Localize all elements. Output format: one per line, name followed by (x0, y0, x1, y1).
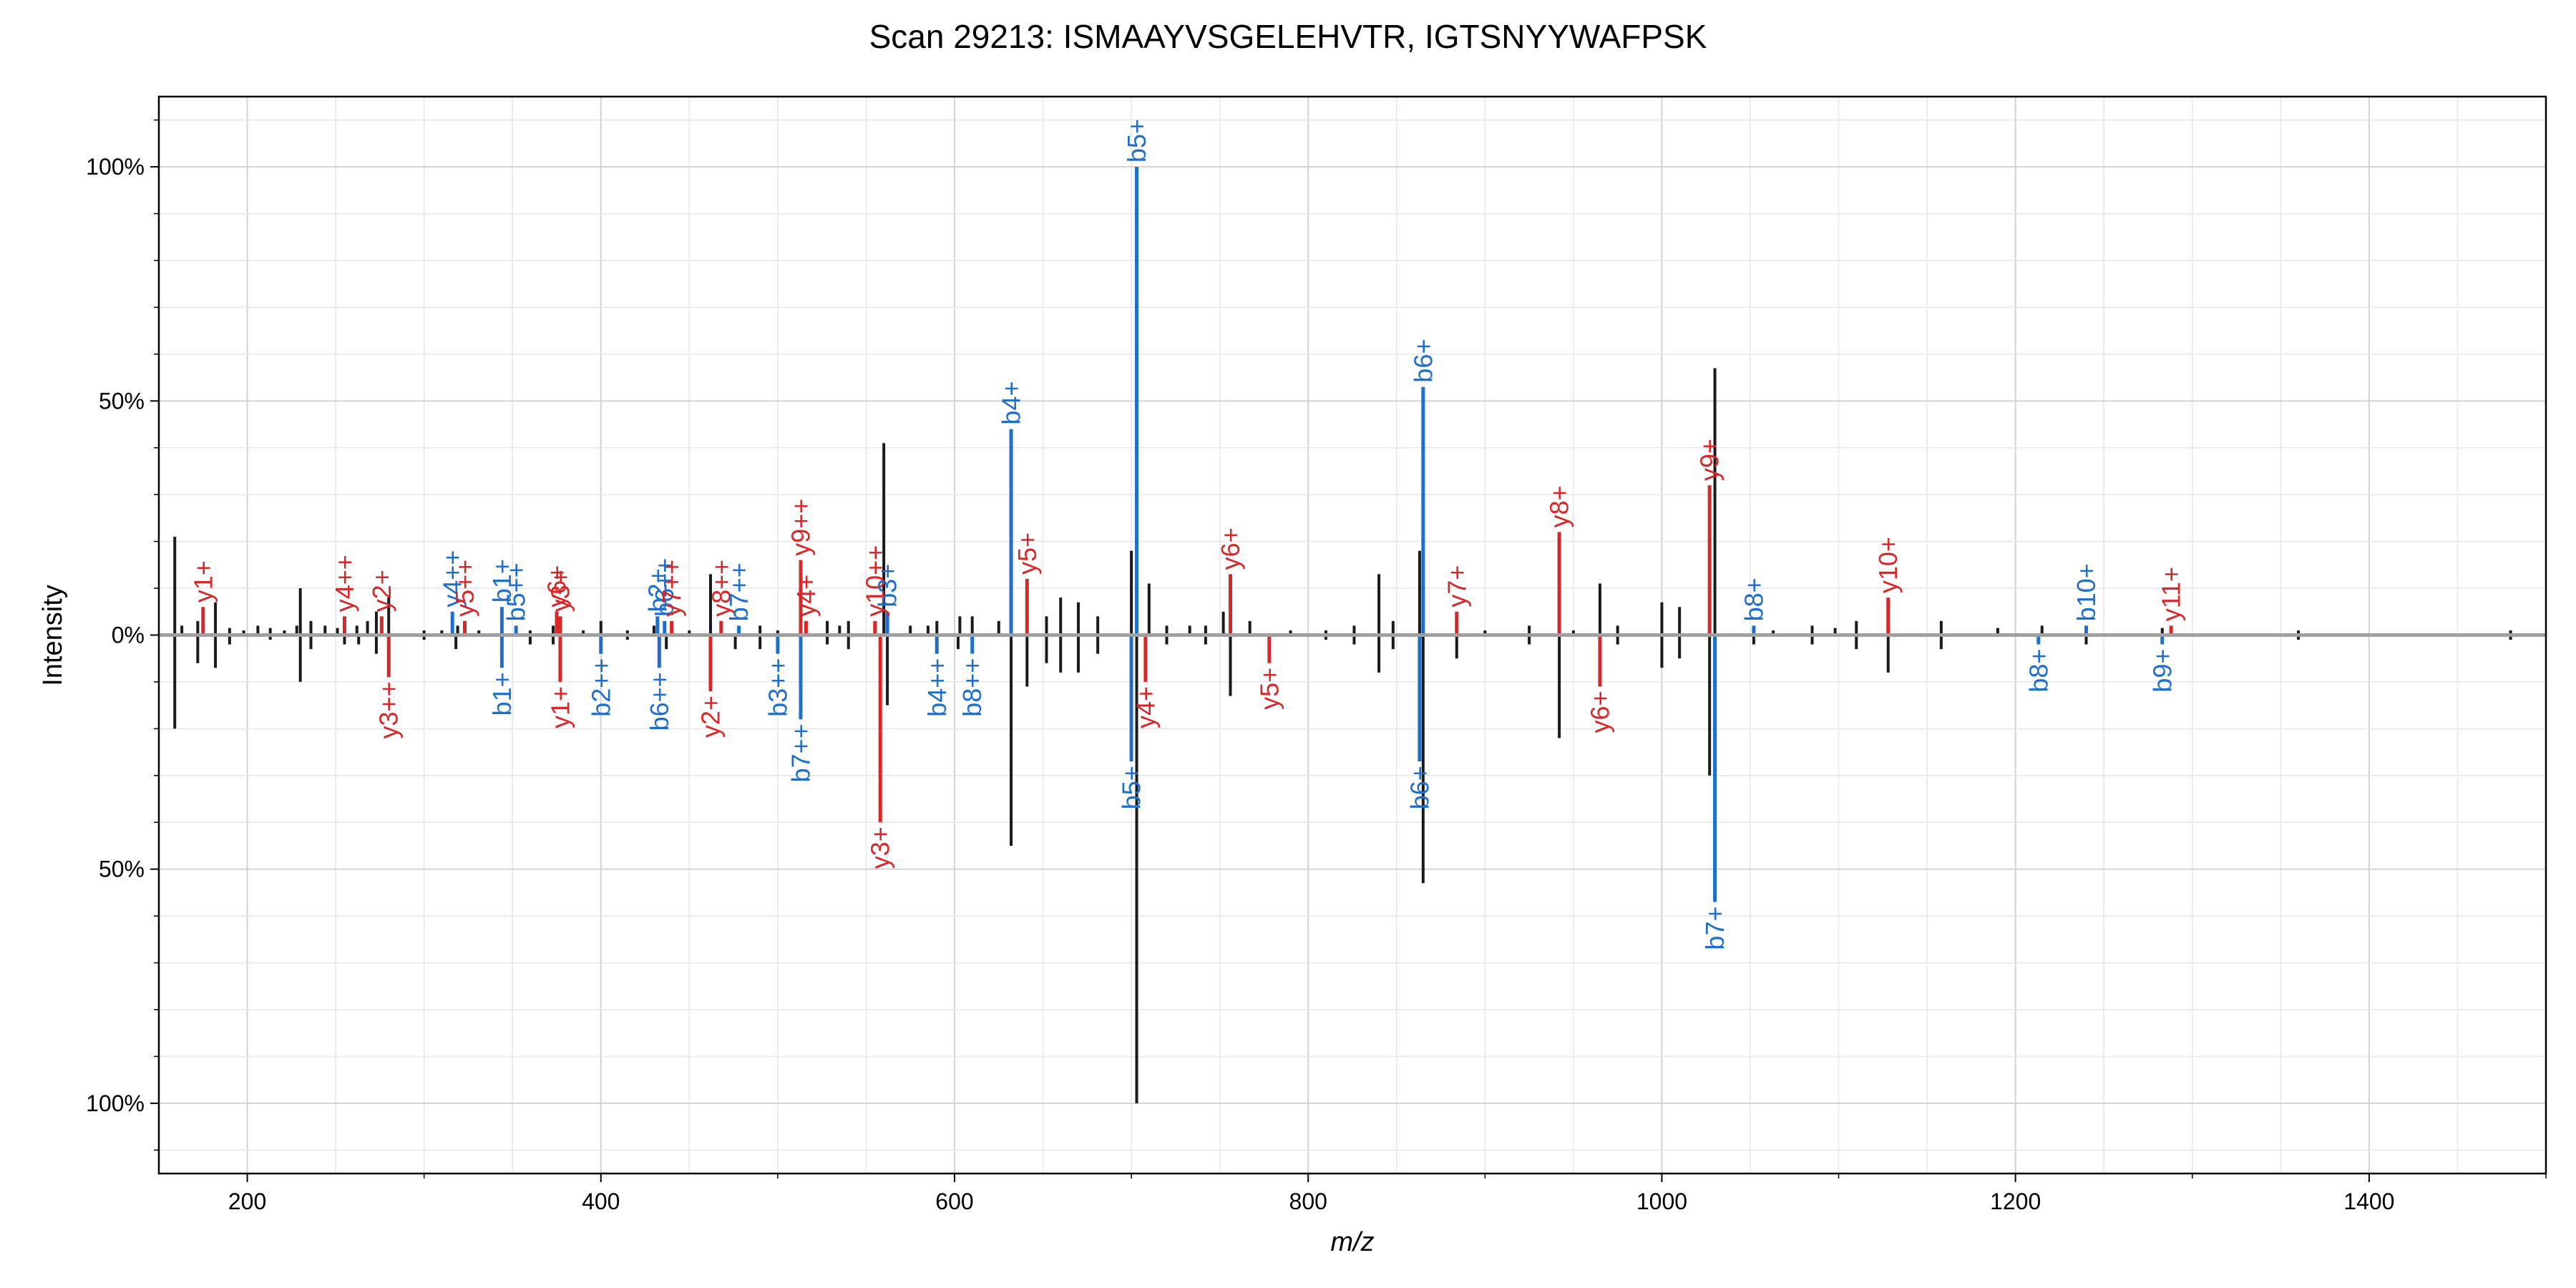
top-ion-label: y10+ (1873, 537, 1903, 593)
top-ion-label: y6+ (1216, 527, 1245, 570)
chart-title: Scan 29213: ISMAAYVSGELEHVTR, IGTSNYYWAF… (869, 18, 1707, 55)
top-ion-label: y5++ (450, 560, 479, 617)
bottom-ion-label: b4++ (922, 658, 952, 717)
top-ion-label: y10++ (860, 545, 889, 617)
top-ion-label: y4++ (330, 555, 359, 612)
top-ion-label: b6+ (1408, 339, 1438, 383)
top-ion-label: b5++ (502, 562, 531, 621)
top-ion-label: b5+ (1122, 119, 1151, 162)
top-ion-label: y11+ (2157, 567, 2186, 621)
top-ion-label: y4++ (438, 550, 467, 608)
top-ion-label: y7++ (657, 560, 686, 617)
top-ion-label: b2+ (643, 568, 672, 612)
top-ion-label: y6+ (542, 565, 572, 608)
top-ion-label: y5+ (1013, 532, 1042, 575)
bottom-ion-label: b1+ (487, 672, 517, 716)
x-tick-label: 400 (582, 1189, 620, 1214)
x-tick-label: 800 (1289, 1189, 1327, 1214)
top-ion-label: y9++ (786, 499, 816, 556)
bottom-ion-label: y3++ (374, 681, 404, 738)
top-ion-label: b10+ (2072, 563, 2101, 621)
bottom-ion-label: y2+ (696, 696, 725, 738)
bottom-ion-label: y3+ (866, 826, 895, 869)
top-ion-label: b4+ (997, 381, 1026, 425)
y-tick-label: 50% (99, 857, 145, 882)
top-ion-label: b1+ (487, 559, 517, 602)
bottom-ion-label: y1+ (545, 686, 575, 728)
bottom-ion-label: b7++ (786, 723, 816, 782)
top-ion-label: y7+ (1442, 565, 1471, 608)
bottom-ion-label: y6+ (1585, 691, 1614, 733)
top-ion-label: y3+ (545, 570, 575, 612)
bottom-ion-label: b5+ (1117, 766, 1146, 809)
top-ion-label: b7++ (724, 562, 753, 621)
top-ion-label: y2+ (367, 570, 396, 612)
top-ion-label: y4+ (791, 575, 821, 617)
bottom-ion-label: b6+ (1405, 766, 1434, 809)
bottom-ion-label: b3++ (763, 658, 792, 717)
top-ion-label: y8+ (1545, 485, 1574, 527)
y-tick-label: 100% (86, 1091, 145, 1116)
top-ion-label: y9+ (1695, 439, 1724, 481)
bottom-ion-label: b9+ (2147, 649, 2177, 693)
top-ion-label: y8++ (706, 560, 736, 617)
peak-layer (159, 167, 2546, 1103)
bottom-ion-label: y5+ (1254, 668, 1284, 710)
top-ion-label: b6++ (650, 558, 679, 617)
ion-label-layer: y1+ y4++ y2+ y4++y5++ b1+b5++ y6+y3+ b2+b6++y7… (188, 119, 2185, 950)
top-ion-label: b8+ (1739, 577, 1768, 621)
top-ion-label: y1+ (188, 560, 218, 602)
bottom-ion-label: b7+ (1700, 906, 1729, 950)
bottom-ion-label: y4+ (1131, 686, 1160, 728)
x-tick-label: 600 (935, 1189, 973, 1214)
bottom-ion-label: b2++ (586, 658, 615, 717)
bottom-ion-label: b6++ (645, 672, 674, 731)
bottom-ion-label: b8+ (2024, 649, 2053, 693)
x-tick-label: 200 (228, 1189, 266, 1214)
bottom-ion-label: b8++ (957, 658, 987, 717)
x-axis-label: m/z (1330, 1227, 1374, 1257)
x-tick-label: 1000 (1636, 1189, 1687, 1214)
y-axis-label: Intensity (38, 585, 68, 686)
x-tick-label: 1400 (2343, 1189, 2394, 1214)
y-tick-label: 100% (86, 154, 145, 180)
y-tick-label: 50% (99, 388, 145, 414)
top-ion-label: b3+ (873, 564, 902, 608)
y-tick-label: 0% (112, 623, 145, 648)
axis-layer: 200 400 600 800 1000 1200 1400 100% 50% 0% 50% 100% (86, 95, 2547, 1214)
x-tick-label: 1200 (1990, 1189, 2041, 1214)
